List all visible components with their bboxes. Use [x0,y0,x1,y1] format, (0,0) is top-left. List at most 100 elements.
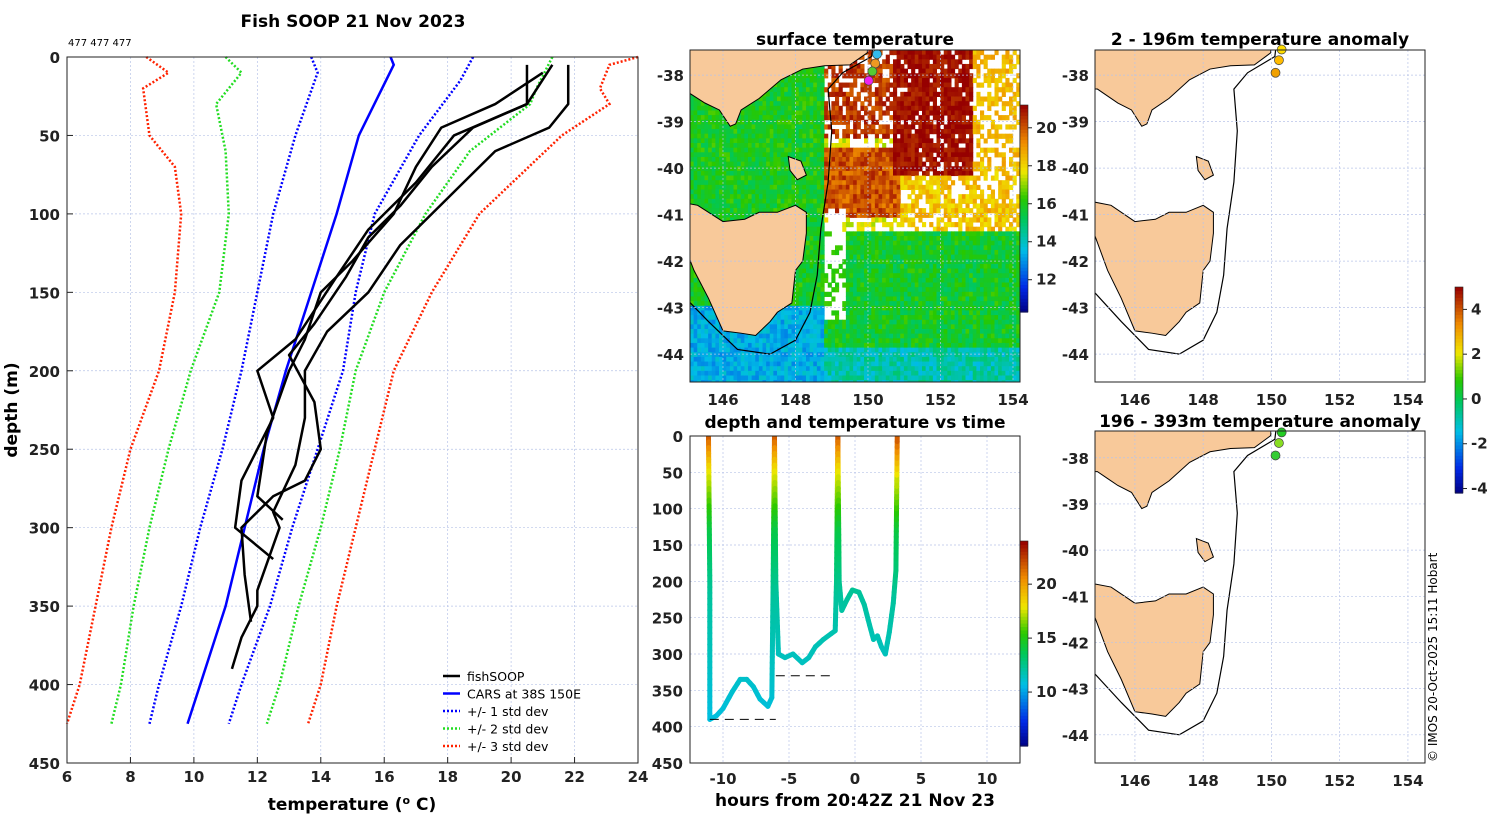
sst-cell [726,143,730,148]
sst-cell [893,110,897,115]
sst-cell [806,273,810,278]
sst-cell [871,283,875,288]
sst-cell [766,203,770,208]
sst-cell [937,73,941,78]
sst-cell [871,120,875,125]
sst-cell [781,357,785,362]
sst-cell [897,329,901,334]
sst-cell [770,199,774,204]
sst-cell [904,236,908,241]
sst-cell [705,152,709,157]
sst-cell [897,376,901,381]
sst-cell [744,148,748,153]
sst-cell [763,162,767,167]
sst-cell [904,250,908,255]
sst-cell [806,283,810,288]
sst-cell [842,185,846,190]
sst-cell [741,362,745,367]
sst-cell [835,101,839,106]
sst-cell [889,73,893,78]
sst-cell [763,97,767,102]
sst-cell [741,162,745,167]
sst-cell [842,380,846,385]
sst-cell [763,110,767,115]
sst-cell [734,176,738,181]
sst-cell [737,338,741,343]
sst-cell [908,320,912,325]
sst-cell [937,352,941,357]
sst-cell [882,180,886,185]
sst-cell [821,162,825,167]
sst-cell [817,283,821,288]
sst-cell [857,148,861,153]
sst-cell [886,241,890,246]
sst-cell [799,310,803,315]
sst-cell [694,385,698,390]
sst-cell [748,366,752,371]
sst-cell [882,376,886,381]
sst-cell [871,194,875,199]
sst-cell [864,134,868,139]
sst-cell [893,138,897,143]
sst-cell [701,152,705,157]
sst-cell [799,371,803,376]
sst-cell [766,129,770,134]
sst-cell [697,324,701,329]
sst-cell [730,357,734,362]
profile-ytick-label: 250 [29,441,60,459]
sst-cell [875,250,879,255]
sst-cell [810,348,814,353]
sst-cell [897,124,901,129]
sst-cell [766,385,770,390]
sst-cell [730,366,734,371]
sst-cell [864,241,868,246]
sst-cell [781,362,785,367]
sst-cell [763,338,767,343]
sst-cell [835,348,839,353]
sst-cell [871,110,875,115]
sst-cell [937,371,941,376]
sst-cell [864,194,868,199]
sst-cell [915,320,919,325]
sst-cell [817,171,821,176]
sst-cell [701,176,705,181]
sst-cell [926,310,930,315]
sst-cell [933,376,937,381]
sst-cell [947,310,951,315]
sst-cell [937,124,941,129]
sst-cell [853,283,857,288]
sst-cell [853,176,857,181]
sst-cell [860,185,864,190]
sst-cell [897,143,901,148]
sst-cell [918,324,922,329]
sst-cell [857,273,861,278]
sst-cell [712,203,716,208]
sst-cell [810,338,814,343]
sst-cell [915,329,919,334]
sst-cell [915,357,919,362]
sst-cell [947,273,951,278]
sst-cell [806,371,810,376]
sst-cell [944,329,948,334]
sst-cell [839,162,843,167]
sst-cell [694,334,698,339]
sst-cell [915,152,919,157]
sst-cell [951,73,955,78]
sst-cell [908,296,912,301]
sst-cell [937,343,941,348]
sst-cell [730,129,734,134]
sst-cell [690,110,694,115]
sst-cell [850,166,854,171]
sst-cell [741,143,745,148]
sst-cell [918,106,922,111]
sst-cell [712,143,716,148]
sst-cell [871,329,875,334]
sst-cell [792,334,796,339]
sst-cell [748,134,752,139]
sst-cell [752,199,756,204]
sst-cell [864,97,868,102]
sst-cell [741,138,745,143]
sst-cell [770,148,774,153]
sst-cell [933,264,937,269]
sst-cell [817,166,821,171]
